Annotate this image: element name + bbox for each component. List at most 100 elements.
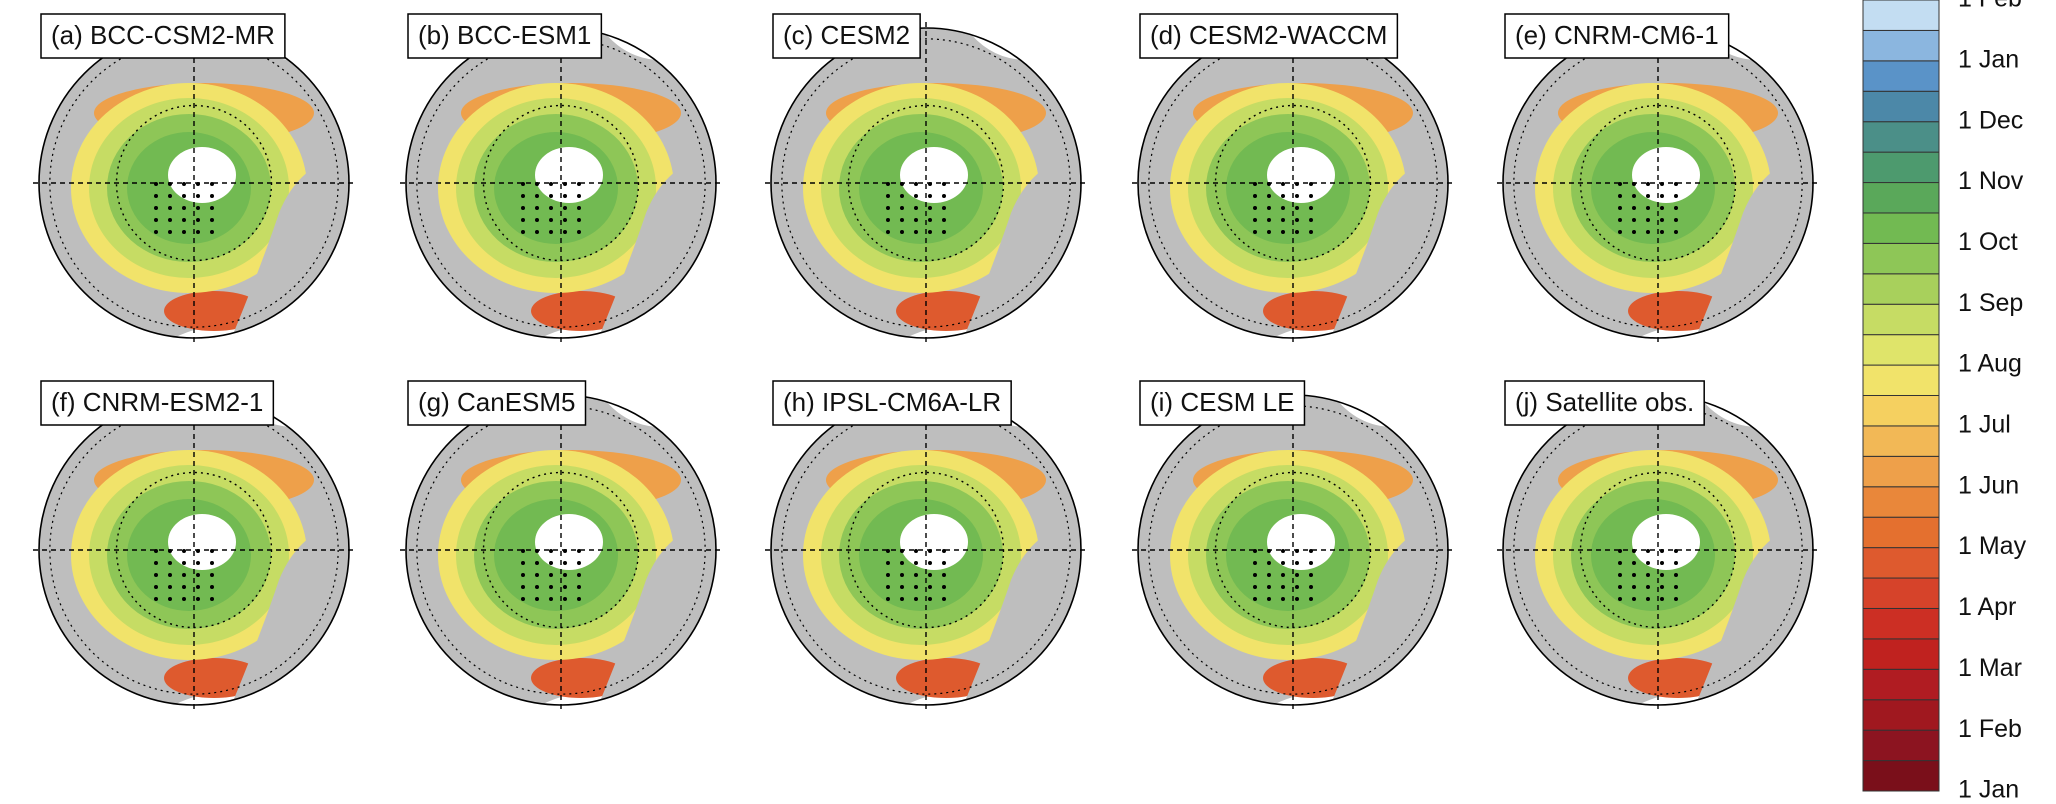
panel-title: (f) CNRM-ESM2-1 <box>51 387 263 417</box>
stipple <box>1281 206 1285 210</box>
stipple <box>1632 218 1636 222</box>
stipple <box>154 573 158 577</box>
colorbar-band <box>1863 426 1939 456</box>
stipple <box>900 230 904 234</box>
stipple <box>942 561 946 565</box>
stipple <box>942 585 946 589</box>
stipple <box>154 230 158 234</box>
stipple <box>196 585 200 589</box>
pack-ice <box>900 514 968 570</box>
stipple <box>210 597 214 601</box>
stipple <box>900 597 904 601</box>
stipple <box>1253 218 1257 222</box>
stipple <box>1267 218 1271 222</box>
colorbar-band <box>1863 578 1939 608</box>
stipple <box>1253 206 1257 210</box>
stipple <box>886 597 890 601</box>
stipple <box>1674 597 1678 601</box>
colorbar-band <box>1863 548 1939 578</box>
colorbar-label: 1 Jan <box>1958 776 2019 804</box>
panel-title: (i) CESM LE <box>1150 387 1294 417</box>
colorbar-band <box>1863 396 1939 426</box>
stipple <box>1295 585 1299 589</box>
panel-title: (d) CESM2-WACCM <box>1150 20 1387 50</box>
stipple <box>1267 561 1271 565</box>
stipple <box>1267 585 1271 589</box>
colorbar-label: 1 Dec <box>1958 106 2023 134</box>
stipple <box>1309 561 1313 565</box>
pack-ice <box>900 147 968 203</box>
stipple <box>942 206 946 210</box>
stipple <box>1632 194 1636 198</box>
stipple <box>182 549 186 553</box>
stipple <box>1253 194 1257 198</box>
stipple <box>900 585 904 589</box>
stipple <box>535 230 539 234</box>
stipple <box>535 561 539 565</box>
colorbar-band <box>1863 213 1939 243</box>
stipple <box>168 218 172 222</box>
stipple <box>577 561 581 565</box>
stipple <box>210 206 214 210</box>
stipple <box>914 206 918 210</box>
stipple <box>1646 585 1650 589</box>
stipple <box>928 218 932 222</box>
stipple <box>928 194 932 198</box>
stipple <box>549 194 553 198</box>
map-panel: (b) BCC-ESM1 <box>400 14 786 368</box>
stipple <box>182 573 186 577</box>
colorbar-band <box>1863 274 1939 304</box>
stipple <box>1281 182 1285 186</box>
pack-ice <box>168 514 236 570</box>
stipple <box>1618 218 1622 222</box>
map <box>39 385 419 735</box>
stipple <box>1646 194 1650 198</box>
stipple <box>549 561 553 565</box>
stipple <box>900 194 904 198</box>
stipple <box>549 218 553 222</box>
stipple <box>1674 206 1678 210</box>
colorbar-band <box>1863 487 1939 517</box>
stipple <box>168 561 172 565</box>
panel-title: (b) BCC-ESM1 <box>418 20 591 50</box>
stipple <box>1674 218 1678 222</box>
stipple <box>1660 194 1664 198</box>
stipple <box>182 206 186 210</box>
stipple <box>1295 206 1299 210</box>
stipple <box>549 206 553 210</box>
stipple <box>521 597 525 601</box>
stipple <box>942 218 946 222</box>
map <box>1503 385 1883 735</box>
stipple <box>563 561 567 565</box>
stipple <box>1281 597 1285 601</box>
stipple <box>535 573 539 577</box>
stipple <box>521 573 525 577</box>
stipple <box>1618 597 1622 601</box>
panel-title: (h) IPSL-CM6A-LR <box>783 387 1001 417</box>
stipple <box>154 218 158 222</box>
stipple <box>182 182 186 186</box>
stipple <box>210 573 214 577</box>
stipple <box>577 585 581 589</box>
stipple <box>577 230 581 234</box>
colorbar-band <box>1863 0 1939 30</box>
stipple <box>168 597 172 601</box>
colorbar-band <box>1863 639 1939 669</box>
pack-ice <box>535 147 603 203</box>
stipple <box>577 573 581 577</box>
stipple <box>577 194 581 198</box>
stipple <box>1618 585 1622 589</box>
colorbar-label: 1 Jan <box>1958 45 2019 73</box>
stipple <box>914 194 918 198</box>
stipple <box>928 597 932 601</box>
stipple <box>1281 230 1285 234</box>
stipple <box>521 561 525 565</box>
stipple <box>1632 585 1636 589</box>
stipple <box>1674 230 1678 234</box>
stipple <box>942 573 946 577</box>
panel-title: (g) CanESM5 <box>418 387 576 417</box>
colorbar-label: 1 Feb <box>1958 715 2022 743</box>
stipple <box>1618 206 1622 210</box>
stipple <box>1660 218 1664 222</box>
stipple <box>549 585 553 589</box>
